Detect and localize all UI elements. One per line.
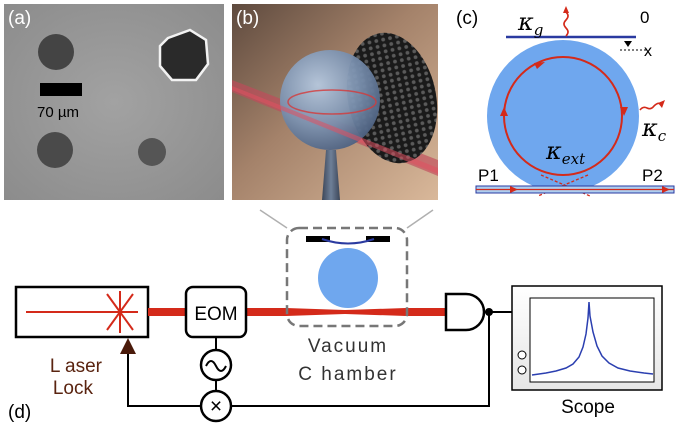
lock-wire (127, 352, 201, 407)
membrane (321, 238, 375, 245)
position-zero-label: 0 (640, 8, 649, 27)
kappa-g-arrow (563, 6, 569, 13)
laser-lock-label-line2: Lock (53, 378, 94, 399)
scale-bar (40, 83, 82, 96)
scope-knob-icon (517, 350, 527, 360)
mode-arrow (534, 62, 545, 69)
bus-arrow (662, 186, 670, 193)
kappa-c-arrow (658, 100, 665, 108)
scope-screen (529, 297, 655, 383)
vacuum-label-line1: Vacuum (308, 336, 388, 357)
membrane-clamp (366, 236, 390, 242)
kappa-g-wave (563, 11, 569, 37)
beam-segment (406, 308, 446, 316)
laser-star-icon (104, 291, 136, 333)
sphere-stem (322, 150, 340, 200)
microsphere (280, 50, 380, 150)
mode-arrow (500, 107, 508, 116)
vacuum-label-line2: C hamber (298, 364, 397, 385)
panel-b: (b) (232, 4, 438, 200)
sem-disk (138, 138, 166, 166)
port-p1-label: P1 (478, 166, 499, 185)
vacuum-chamber (285, 226, 409, 328)
lorentzian-trace (531, 301, 654, 376)
displacement-arrow (624, 41, 632, 47)
kappa-c-label: κc (641, 114, 667, 145)
scope-knob-icon (517, 365, 527, 375)
junction-dot (485, 308, 493, 316)
sem-disk (37, 132, 73, 168)
kappa-g-label: κg (517, 8, 543, 39)
panel-label-b: (b) (236, 8, 259, 29)
beam-segment (148, 308, 186, 316)
whispering-gallery-mode (287, 89, 377, 115)
beam-taper (286, 308, 345, 316)
panel-label-c: (c) (456, 8, 478, 29)
mixer-symbol: × (210, 395, 222, 418)
sine-wave-icon (205, 360, 227, 372)
bus-arrow (510, 186, 518, 193)
zoom-guide (259, 209, 288, 229)
membrane-clamp (306, 236, 330, 242)
position-x-label: x (644, 43, 652, 60)
lock-arrow-icon (120, 338, 136, 354)
eom-label: EOM (194, 304, 237, 325)
feedback-wire (231, 312, 490, 407)
resonator-sphere (318, 248, 378, 308)
scale-bar-label: 70 µm (37, 104, 79, 121)
port-p2-label: P2 (642, 166, 663, 185)
panel-c: (c) 0 x κg κc κext P1 P2 (456, 6, 675, 197)
beam-taper (345, 308, 406, 316)
scope-label: Scope (561, 397, 615, 418)
sem-disk (38, 34, 74, 70)
mode-arrow (620, 107, 628, 116)
photodetector-icon (444, 292, 486, 332)
panel-label-d: (d) (8, 402, 31, 423)
panel-a: 70 µm (a) (4, 4, 224, 200)
kappa-c-wave (639, 102, 662, 111)
panel-label-a: (a) (8, 8, 31, 29)
laser-lock-label-line1: L aser (50, 356, 103, 377)
kappa-ext-label: κext (545, 137, 586, 168)
laser-beam-front (232, 86, 438, 174)
beam-segment (246, 308, 286, 316)
panel-d: EOM × L aser Lock Vacuum C hamber (8, 209, 663, 423)
zoom-guide (406, 209, 434, 229)
sem-disk-broken (158, 28, 210, 82)
resonator-disk (487, 40, 639, 192)
